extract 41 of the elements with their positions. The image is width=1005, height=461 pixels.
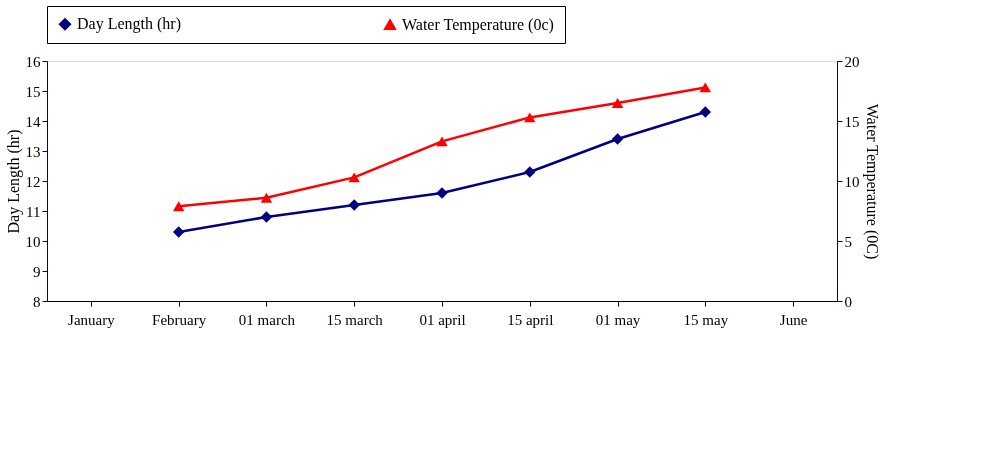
- point: [524, 112, 536, 123]
- y-tick-label: 10: [25, 233, 41, 250]
- y2-axis-title: Water Temperature (0C): [862, 103, 881, 260]
- x-tick-label: 15 april: [507, 311, 554, 328]
- point: [611, 98, 624, 108]
- x-tick-label: January: [68, 311, 116, 328]
- x-tick-label: June: [779, 311, 808, 328]
- point: [260, 192, 273, 203]
- point: [348, 199, 360, 211]
- x-tick-label: 01 may: [595, 311, 641, 328]
- y-tick-label: 13: [25, 143, 41, 160]
- y-tick-label: 8: [33, 293, 41, 310]
- y2-tick-label: 10: [844, 173, 860, 190]
- point: [436, 136, 448, 147]
- x-tick-label: 01 april: [419, 311, 466, 328]
- point: [348, 172, 360, 183]
- y2-tick-label: 20: [844, 53, 860, 70]
- point: [260, 211, 273, 223]
- y-tick-label: 11: [26, 203, 41, 220]
- point: [699, 82, 712, 93]
- y-tick-label: 16: [25, 53, 41, 70]
- point: [611, 133, 624, 145]
- x-tick-label: 15 march: [326, 311, 384, 328]
- y-tick-label: 14: [25, 113, 41, 130]
- point: [172, 201, 185, 212]
- point: [436, 187, 448, 199]
- x-tick-label: 15 may: [683, 311, 729, 328]
- x-tick-label: February: [152, 311, 207, 328]
- y-tick-label: 12: [25, 173, 41, 190]
- y-tick-label: 9: [33, 263, 41, 280]
- point: [172, 226, 185, 238]
- legend-label: Day Length (hr): [77, 15, 181, 34]
- legend-label: Water Temperature (0c): [402, 15, 554, 34]
- point: [524, 166, 536, 178]
- y2-tick-label: 0: [844, 293, 852, 310]
- y2-tick-label: 15: [844, 113, 860, 130]
- y2-tick-label: 5: [844, 233, 852, 250]
- point: [699, 106, 712, 118]
- y-tick-label: 15: [25, 83, 41, 100]
- y-axis-title: Day Length (hr): [4, 129, 23, 234]
- x-tick-label: 01 march: [238, 311, 296, 328]
